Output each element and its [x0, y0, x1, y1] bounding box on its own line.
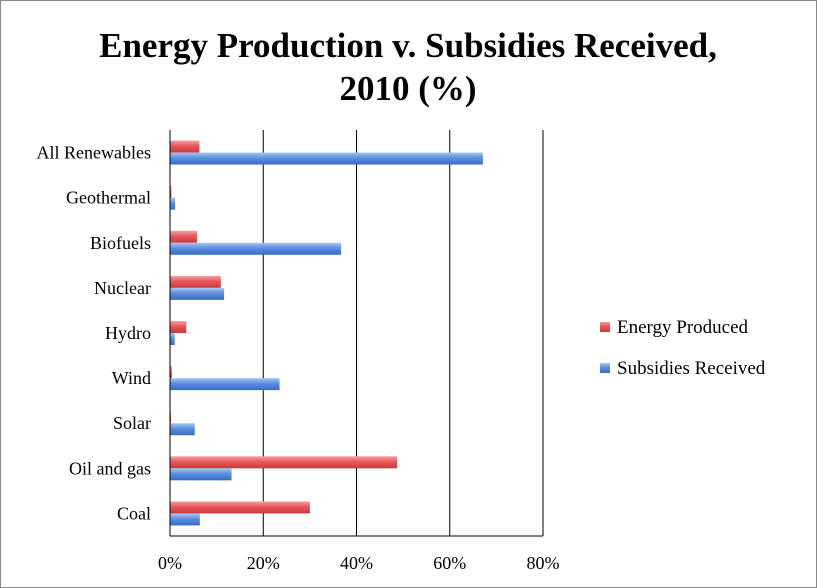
- x-tick-label: 20%: [247, 553, 280, 573]
- bar-subsidies-received-hydro: [170, 333, 175, 345]
- x-tick-label: 40%: [340, 553, 373, 573]
- x-tick-label: 60%: [433, 553, 466, 573]
- legend-swatch: [600, 363, 610, 373]
- bar-subsidies-received-coal: [170, 513, 200, 526]
- bars: [170, 140, 483, 526]
- legend-label: Subsidies Received: [617, 358, 766, 379]
- x-tick-label: 80%: [527, 553, 560, 573]
- category-label: All Renewables: [37, 143, 151, 163]
- category-label: Wind: [112, 368, 151, 388]
- category-label: Biofuels: [90, 233, 151, 253]
- legend-swatch: [600, 322, 610, 332]
- chart-title-line-2: 2010 (%): [339, 69, 476, 108]
- bar-subsidies-received-all-renewables: [170, 152, 483, 165]
- axes: All Renewables Geothermal Biofuels Nuclear H…: [37, 130, 560, 573]
- category-label: Hydro: [105, 323, 151, 343]
- chart-title-line-1: Energy Production v. Subsidies Received,: [99, 26, 717, 65]
- bar-energy-produced-geothermal: [170, 185, 172, 198]
- category-label: Oil and gas: [69, 458, 151, 478]
- legend: Energy Produced Subsidies Received: [600, 317, 766, 379]
- bar-energy-produced-hydro: [170, 321, 187, 333]
- bar-subsidies-received-oil-and-gas: [170, 468, 232, 481]
- bar-subsidies-received-nuclear: [170, 287, 225, 300]
- bar-subsidies-received-wind: [170, 378, 280, 391]
- gridlines: [262, 130, 544, 536]
- bar-subsidies-received-biofuels: [170, 242, 342, 255]
- category-label: Solar: [113, 413, 151, 433]
- bar-energy-produced-biofuels: [170, 230, 198, 243]
- bar-energy-produced-nuclear: [170, 275, 221, 288]
- x-tick-label: 0%: [158, 553, 182, 573]
- category-label: Geothermal: [66, 188, 151, 208]
- category-label: Nuclear: [94, 278, 151, 298]
- bar-energy-produced-coal: [170, 501, 310, 514]
- bar-energy-produced-all-renewables: [170, 140, 200, 153]
- legend-label: Energy Produced: [617, 317, 749, 338]
- bar-energy-produced-wind: [170, 366, 172, 379]
- category-label: Coal: [117, 503, 151, 523]
- bar-subsidies-received-geothermal: [170, 197, 176, 210]
- bar-subsidies-received-solar: [170, 423, 195, 436]
- bar-energy-produced-oil-and-gas: [170, 456, 398, 469]
